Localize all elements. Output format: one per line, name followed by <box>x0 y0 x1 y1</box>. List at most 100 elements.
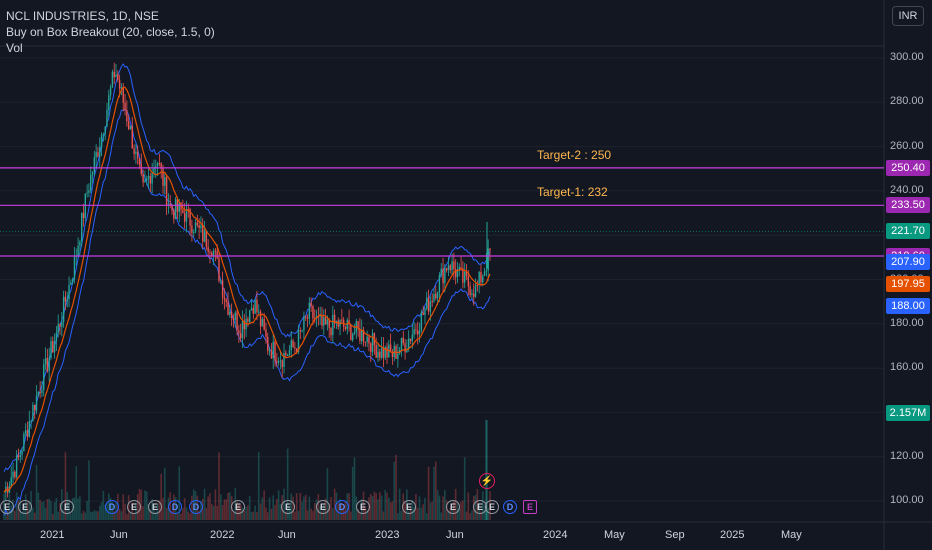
volume-bar <box>487 508 489 520</box>
candle-body <box>295 348 298 352</box>
volume-bar <box>463 457 466 520</box>
earnings-event-icon[interactable]: E <box>356 500 370 514</box>
volume-bar <box>297 510 300 520</box>
dividend-event-icon[interactable]: D <box>335 500 349 514</box>
candle-body <box>135 151 137 154</box>
candle-body <box>178 203 180 212</box>
volume-bar <box>55 497 58 520</box>
volume-bar <box>462 500 464 520</box>
earnings-event-icon[interactable]: E <box>18 500 32 514</box>
candle-body <box>420 312 423 331</box>
indicator-title[interactable]: Buy on Box Breakout (20, close, 1.5, 0) <box>6 25 215 39</box>
volume-bar <box>53 502 56 520</box>
candle-body <box>362 329 365 342</box>
candle-body <box>454 269 457 278</box>
candle-body <box>465 271 468 277</box>
candle-body <box>435 293 437 299</box>
volume-bar <box>144 490 146 520</box>
candle-body <box>57 324 59 333</box>
volume-bar <box>285 511 287 520</box>
dividend-event-icon[interactable]: D <box>503 500 517 514</box>
lightning-icon[interactable]: ⚡ <box>479 473 495 489</box>
earnings-event-icon[interactable]: E <box>148 500 162 514</box>
volume-bar <box>70 513 72 520</box>
volume-bar <box>227 492 229 520</box>
candle-body <box>290 340 292 350</box>
time-tick-label: Jun <box>110 529 128 541</box>
candle-body <box>303 317 305 331</box>
earnings-event-icon[interactable]: E <box>281 500 295 514</box>
time-tick-label: Sep <box>665 529 685 541</box>
volume-bar <box>39 499 41 520</box>
earnings-event-icon[interactable]: E <box>60 500 74 514</box>
volume-bar <box>425 513 428 520</box>
upcoming-earnings-icon[interactable]: E <box>523 500 537 514</box>
candle-body <box>299 330 301 332</box>
candle-body <box>332 314 334 336</box>
time-tick-label: 2022 <box>210 529 235 541</box>
volume-bar <box>220 494 222 520</box>
volume-bar <box>214 489 217 520</box>
volume-title[interactable]: Vol <box>6 41 23 55</box>
volume-bar <box>438 495 441 520</box>
volume-bar <box>268 497 271 520</box>
volume-bar <box>294 511 296 520</box>
price-scale-tag: 207.90 <box>886 254 930 270</box>
candle-body <box>351 333 354 341</box>
earnings-event-icon[interactable]: E <box>127 500 141 514</box>
candle-body <box>153 167 155 173</box>
currency-button[interactable]: INR <box>892 6 924 26</box>
volume-bar <box>434 461 437 520</box>
candle-body <box>485 270 488 272</box>
price-scale-tag: 233.50 <box>886 197 930 214</box>
earnings-event-icon[interactable]: E <box>0 500 14 514</box>
candle-body <box>21 451 23 455</box>
candle-body <box>489 248 491 251</box>
volume-bar <box>100 502 103 520</box>
volume-bar <box>444 490 446 520</box>
volume-bar <box>422 504 424 520</box>
candle-body <box>433 293 435 302</box>
earnings-event-icon[interactable]: E <box>402 500 416 514</box>
dividend-event-icon[interactable]: D <box>168 500 182 514</box>
candle-body <box>189 209 191 226</box>
candle-body <box>460 267 462 269</box>
candle-body <box>380 347 383 358</box>
time-tick-label: Jun <box>278 529 296 541</box>
candle-body <box>93 157 96 173</box>
volume-bar <box>232 512 235 520</box>
volume-bar <box>250 512 253 520</box>
candle-body <box>165 177 168 205</box>
volume-bar <box>332 508 334 520</box>
candle-body <box>70 282 72 285</box>
earnings-event-icon[interactable]: E <box>485 500 499 514</box>
volume-bar <box>218 452 220 520</box>
candle-body <box>301 330 303 332</box>
candle-body <box>39 391 41 393</box>
candle-body <box>79 241 81 246</box>
earnings-event-icon[interactable]: E <box>231 500 245 514</box>
volume-bar <box>162 497 164 520</box>
candle-body <box>444 268 446 284</box>
candle-body <box>17 455 20 458</box>
candle-body <box>183 213 186 222</box>
symbol-title[interactable]: NCL INDUSTRIES, 1D, NSE <box>6 9 159 23</box>
earnings-event-icon[interactable]: E <box>316 500 330 514</box>
candle-body <box>353 332 356 334</box>
candle-body <box>106 109 108 127</box>
dividend-event-icon[interactable]: D <box>105 500 119 514</box>
volume-bar <box>129 513 132 520</box>
candle-body <box>319 315 321 317</box>
candle-body <box>388 344 390 358</box>
volume-bar <box>263 490 265 520</box>
earnings-event-icon[interactable]: E <box>446 500 460 514</box>
volume-bar <box>88 460 90 520</box>
volume-bar <box>75 466 78 520</box>
volume-bar <box>183 498 186 520</box>
volume-bar <box>295 493 298 520</box>
volume-bar <box>265 507 267 520</box>
dividend-event-icon[interactable]: D <box>189 500 203 514</box>
candle-body <box>230 311 233 319</box>
volume-bar <box>243 510 246 520</box>
